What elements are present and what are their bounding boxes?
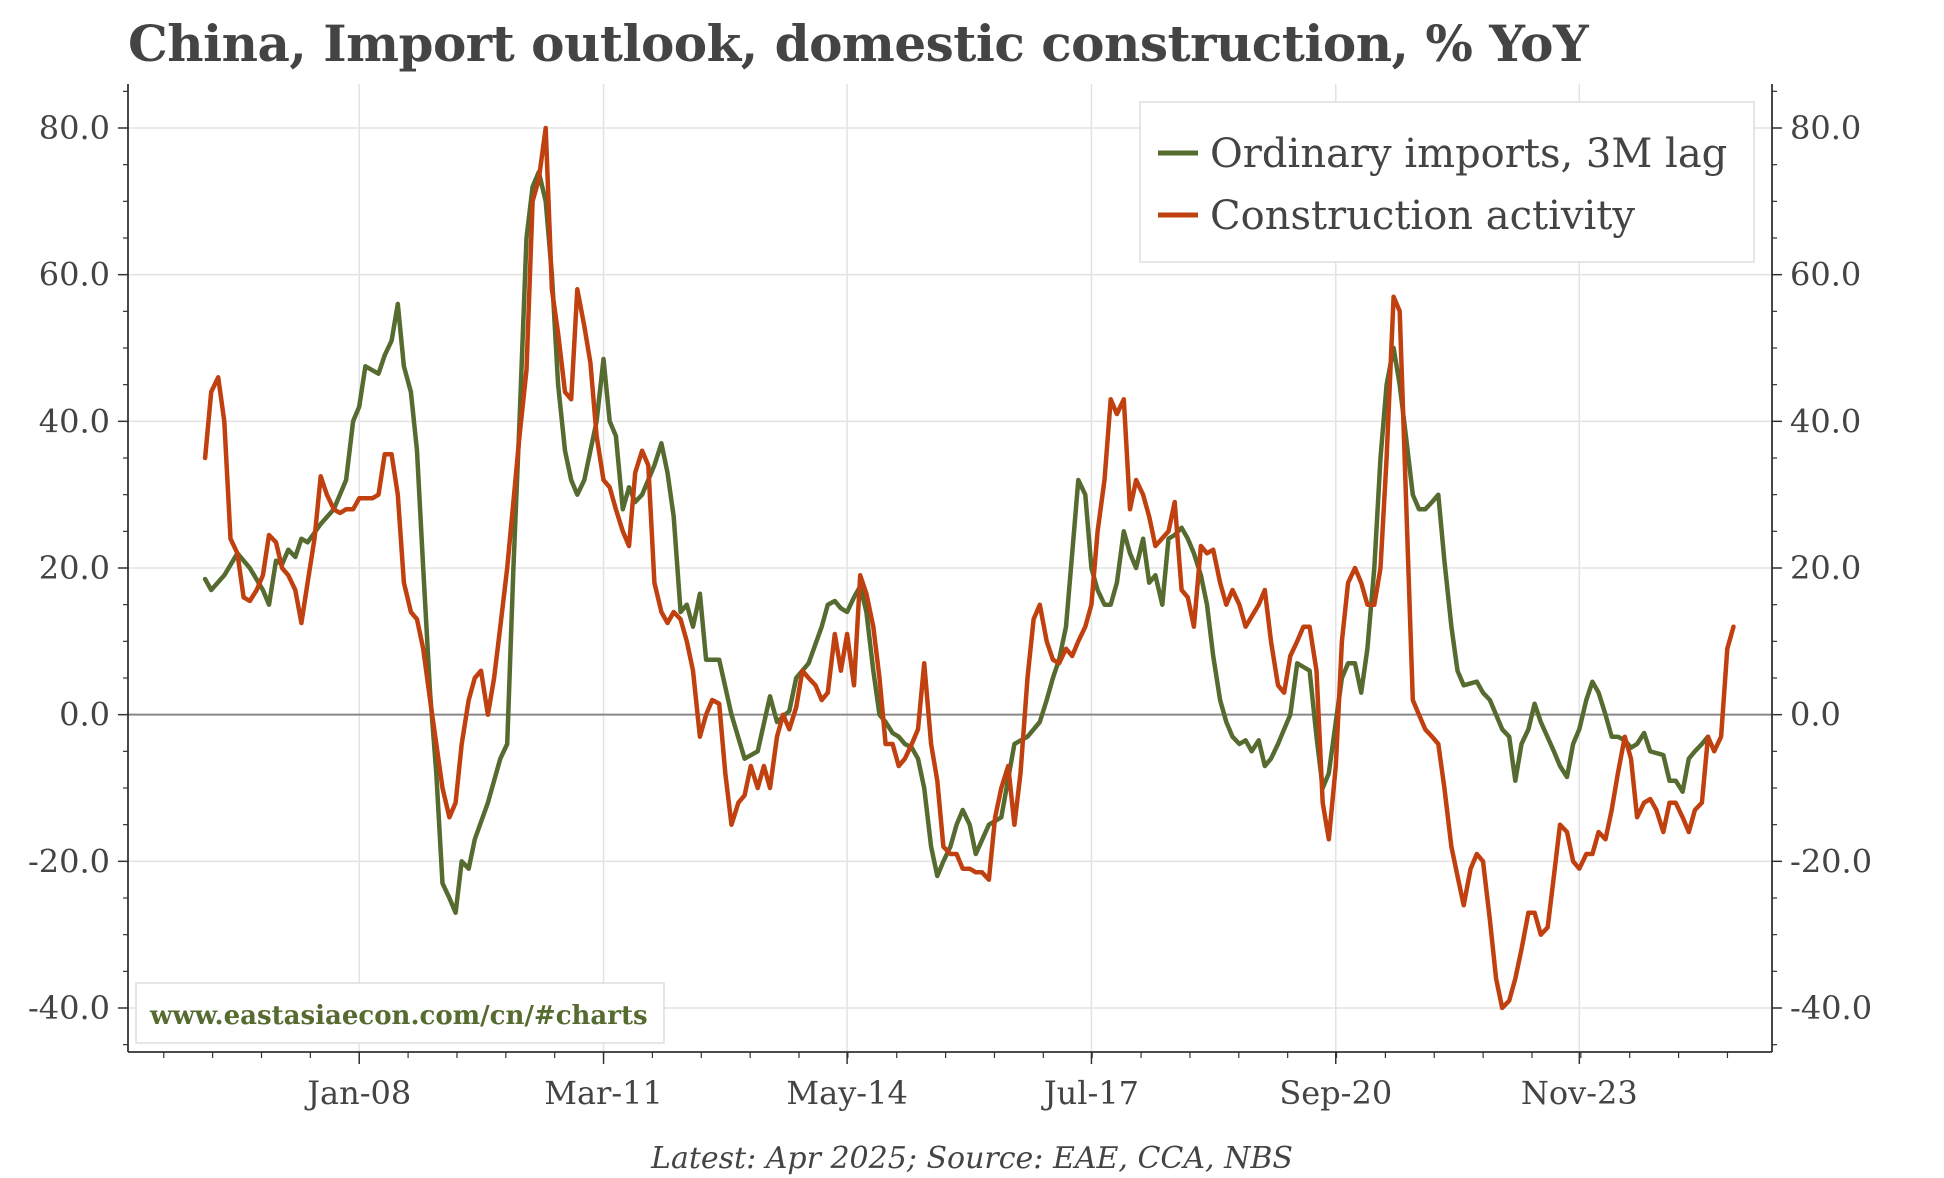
- x-tick-label: Jan-08: [304, 1074, 411, 1112]
- y-tick-label-left: 60.0: [39, 256, 110, 294]
- x-tick-label: Jul-17: [1041, 1074, 1139, 1112]
- x-tick-label: Sep-20: [1279, 1074, 1392, 1112]
- y-tick-label-right: 0.0: [1790, 696, 1841, 734]
- y-tick-label-left: 80.0: [39, 109, 110, 147]
- left-y-axis: 80.0 60.0 40.0 20.0 0.0 -20.0 -40.0: [28, 90, 128, 1046]
- y-tick-label-right: 80.0: [1790, 109, 1861, 147]
- y-tick-label-left: 20.0: [39, 549, 110, 587]
- x-tick-label: Mar-11: [544, 1074, 663, 1112]
- y-tick-label-right: -20.0: [1790, 842, 1872, 880]
- watermark-box: www.eastasiaecon.com/cn/#charts: [135, 982, 665, 1044]
- legend: Ordinary imports, 3M lag Construction ac…: [1139, 101, 1755, 263]
- y-tick-label-right: 20.0: [1790, 549, 1861, 587]
- y-tick-label-right: 40.0: [1790, 402, 1861, 440]
- legend-label-construction: Construction activity: [1210, 193, 1635, 239]
- y-tick-label-left: 40.0: [39, 402, 110, 440]
- y-tick-label-left: -20.0: [28, 842, 110, 880]
- y-tick-label-right: 60.0: [1790, 256, 1861, 294]
- x-axis: Jan-08 Mar-11 May-14 Jul-17 Sep-20 Nov-23: [163, 1052, 1729, 1112]
- x-tick-label: May-14: [786, 1074, 907, 1112]
- source-note: Latest: Apr 2025; Source: EAE, CCA, NBS: [650, 1141, 1293, 1176]
- legend-box: [1139, 101, 1755, 263]
- y-tick-label-right: -40.0: [1790, 989, 1872, 1027]
- series-line-imports: [202, 169, 1711, 915]
- x-tick-label: Nov-23: [1521, 1074, 1638, 1112]
- series-layer: [202, 125, 1736, 1011]
- right-y-axis: 80.0 60.0 40.0 20.0 0.0 -20.0 -40.0: [1772, 90, 1872, 1046]
- y-tick-label-left: 0.0: [59, 696, 110, 734]
- watermark-text: www.eastasiaecon.com/cn/#charts: [149, 1001, 648, 1031]
- chart-title: China, Import outlook, domestic construc…: [128, 14, 1589, 73]
- y-tick-label-left: -40.0: [28, 989, 110, 1027]
- legend-label-imports: Ordinary imports, 3M lag: [1210, 131, 1727, 177]
- series-line-construction: [202, 125, 1736, 1011]
